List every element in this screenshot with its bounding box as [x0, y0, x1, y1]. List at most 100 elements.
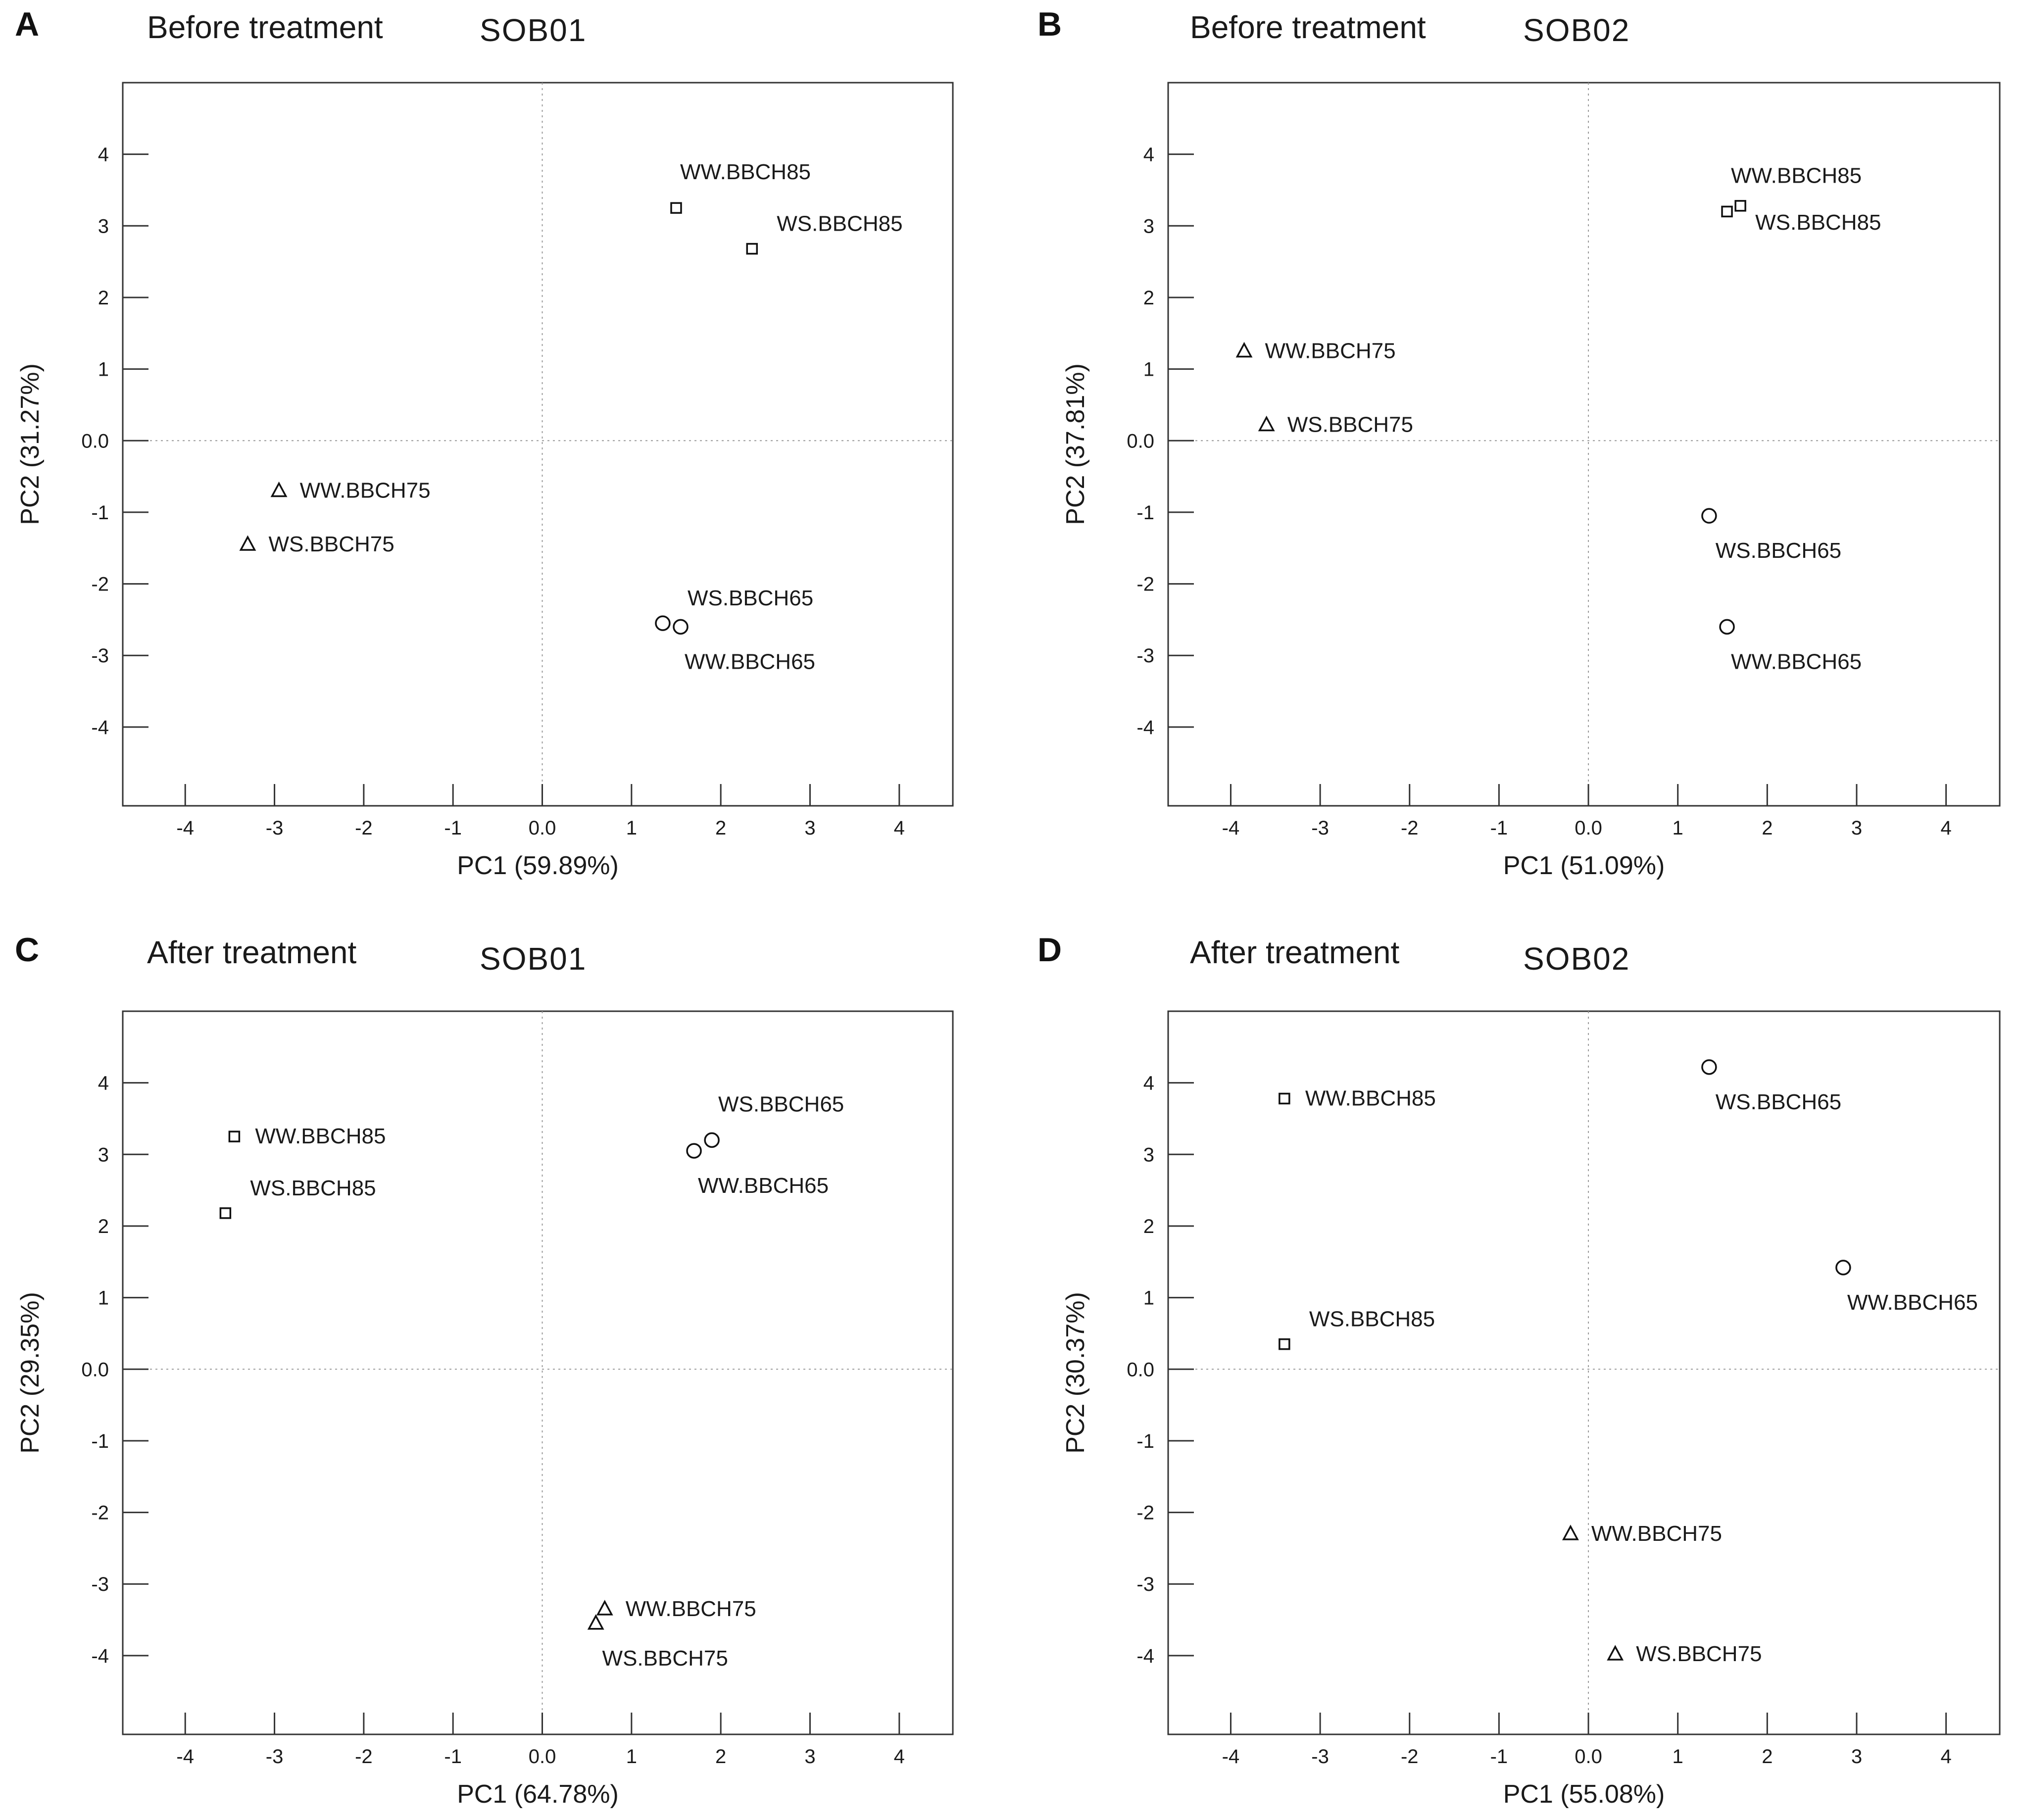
- panel-c-title: After treatment: [147, 935, 357, 970]
- panel-b-point-label: WW.BBCH75: [1265, 339, 1396, 363]
- panel-a-ytick-label: 4: [98, 144, 109, 166]
- panel-b-point-marker: [1258, 415, 1275, 432]
- panel-a-strain: SOB01: [480, 12, 587, 48]
- panel-d-xtick-label: 4: [1940, 1746, 1951, 1768]
- panel-b-xtick-label: -2: [1401, 817, 1419, 839]
- panel-b-frame: [1167, 82, 2001, 807]
- panel-b-ytick-label: -3: [1136, 645, 1154, 667]
- panel-c-xtick-label: 3: [804, 1746, 815, 1768]
- panel-b-ytick-label: 4: [1143, 144, 1154, 166]
- panel-b-point-marker: [1721, 205, 1733, 218]
- panel-d-point-marker: [1607, 1645, 1624, 1661]
- panel-a-ytick-label: 3: [98, 215, 109, 237]
- panel-a-point-label: WS.BBCH65: [688, 586, 813, 610]
- panel-c-point-label: WW.BBCH85: [255, 1124, 386, 1148]
- panel-a-frame: [122, 82, 954, 807]
- panel-b-ytick-label: 0.0: [1127, 430, 1154, 452]
- panel-d-point-marker: [1279, 1092, 1290, 1105]
- panel-d-strain: SOB02: [1523, 941, 1630, 977]
- panel-a-ytick-label: -3: [91, 645, 109, 667]
- panel-b-letter: B: [1037, 5, 1062, 43]
- panel-b-point-label: WW.BBCH65: [1731, 649, 1862, 674]
- panel-c-xtick-label: 0.0: [529, 1746, 556, 1768]
- panel-c-xtick-label: -2: [355, 1746, 373, 1768]
- panel-a-ytick-label: 1: [98, 359, 109, 381]
- panel-c-ytick-label: -4: [91, 1645, 109, 1667]
- panel-b-point-marker: [1719, 619, 1735, 635]
- panel-d-ytick-label: 0.0: [1127, 1359, 1154, 1380]
- panel-c-strain: SOB01: [480, 941, 587, 977]
- panel-b-point-label: WS.BBCH75: [1287, 412, 1413, 437]
- panel-c-point-marker: [704, 1132, 720, 1148]
- panel-a-x-axis-label: PC1 (59.89%): [457, 851, 619, 880]
- panel-a-point-marker: [670, 202, 682, 214]
- panel-b-ytick-label: -1: [1136, 502, 1154, 524]
- panel-a-point-label: WS.BBCH85: [777, 212, 902, 236]
- panel-c-ytick-label: 4: [98, 1073, 109, 1094]
- panel-b-xtick-label: -3: [1311, 817, 1329, 839]
- panel-b-xtick-label: 4: [1940, 817, 1951, 839]
- panel-d-point-label: WW.BBCH85: [1305, 1086, 1436, 1110]
- panel-a-letter: A: [15, 5, 40, 43]
- panel-b-point-label: WS.BBCH85: [1755, 210, 1881, 235]
- panel-a-y-axis-label: PC2 (31.27%): [16, 363, 45, 525]
- panel-a-xtick-label: -4: [176, 817, 194, 839]
- panel-a-xtick-label: 2: [715, 817, 726, 839]
- panel-a-ytick-label: 2: [98, 287, 109, 309]
- panel-b-xtick-label: 2: [1762, 817, 1773, 839]
- panel-d-ytick-label: 3: [1143, 1144, 1154, 1166]
- panel-c-letter: C: [15, 931, 40, 969]
- panel-c-point-marker: [228, 1131, 241, 1142]
- panel-b-ytick-label: -4: [1136, 717, 1154, 738]
- panel-d-letter: D: [1037, 931, 1062, 969]
- panel-a-xtick-label: 3: [804, 817, 815, 839]
- panel-d-ytick-label: -1: [1136, 1430, 1154, 1452]
- panel-c-plot: -4 -3 -2 -1 0.0 1 2 3 4 -4 -3 -2 -1 0.0 1 2 3 4 PC1 (64.78…: [16, 1010, 954, 1809]
- panel-c-xtick-label: 2: [715, 1746, 726, 1768]
- panel-a-xtick-label: -2: [355, 817, 373, 839]
- panel-d-xtick-label: -3: [1311, 1746, 1329, 1768]
- panel-b-xtick-label: 3: [1851, 817, 1862, 839]
- panel-b-point-marker: [1701, 508, 1717, 524]
- panel-d-point-label: WS.BBCH65: [1716, 1090, 1841, 1114]
- panel-d-point-label: WW.BBCH65: [1847, 1290, 1978, 1315]
- panel-b-point-label: WW.BBCH85: [1731, 163, 1862, 188]
- panel-d-point-label: WS.BBCH85: [1309, 1307, 1435, 1331]
- panel-c-point-label: WS.BBCH65: [718, 1092, 844, 1116]
- panel-d-point-label: WW.BBCH75: [1591, 1522, 1722, 1546]
- panel-b-strain: SOB02: [1523, 12, 1630, 48]
- panel-d-point-marker: [1562, 1525, 1579, 1540]
- panel-a-point-marker: [673, 619, 689, 635]
- panel-d-ytick-label: -4: [1136, 1645, 1154, 1667]
- panel-d-ytick-label: 2: [1143, 1216, 1154, 1237]
- panel-a-ytick-label: -4: [91, 717, 109, 738]
- panel-d-x-axis-label: PC1 (55.08%): [1503, 1780, 1665, 1809]
- panel-d-plot: -4 -3 -2 -1 0.0 1 2 3 4 -4 -3 -2 -1 0.0 1 2 3 4 PC1 (55.08…: [1061, 1010, 2001, 1809]
- panel-c-ytick-label: 2: [98, 1216, 109, 1237]
- panel-b-xtick-label: 1: [1673, 817, 1683, 839]
- panel-a-xtick-label: 4: [894, 817, 905, 839]
- panel-c-point-label: WW.BBCH65: [698, 1174, 829, 1198]
- panel-b-point-marker: [1235, 342, 1253, 358]
- panel-d-ytick-label: 1: [1143, 1287, 1154, 1309]
- panel-d-xtick-label: -2: [1401, 1746, 1419, 1768]
- panel-a-point-marker: [655, 615, 671, 631]
- panel-c-point-label: WW.BBCH75: [626, 1597, 756, 1621]
- panel-a-point-label: WS.BBCH75: [268, 532, 394, 556]
- panel-d-xtick-label: 0.0: [1575, 1746, 1602, 1768]
- panel-b-point-label: WS.BBCH65: [1716, 539, 1841, 563]
- panel-d-xtick-label: 1: [1673, 1746, 1683, 1768]
- panel-c-y-axis-label: PC2 (29.35%): [16, 1292, 45, 1454]
- panel-d-point-label: WS.BBCH75: [1636, 1642, 1762, 1666]
- panel-a-plot: -4 -3 -2 -1 0.0 1 2 3 4 -4 -3 -2 -1 0.0 1 2 3 4 PC1 (59.89…: [16, 82, 954, 880]
- panel-c-ytick-label: 0.0: [81, 1359, 109, 1380]
- panel-c-xtick-label: -3: [266, 1746, 284, 1768]
- panel-c-ytick-label: -2: [91, 1502, 109, 1524]
- panel-d-xtick-label: 2: [1762, 1746, 1773, 1768]
- panel-a-point-marker: [239, 535, 256, 551]
- panel-b-y-axis-label: PC2 (37.81%): [1061, 363, 1090, 525]
- panel-b-ytick-label: 2: [1143, 287, 1154, 309]
- panel-a-xtick-label: 1: [626, 817, 637, 839]
- panel-c-point-label: WS.BBCH85: [250, 1176, 376, 1200]
